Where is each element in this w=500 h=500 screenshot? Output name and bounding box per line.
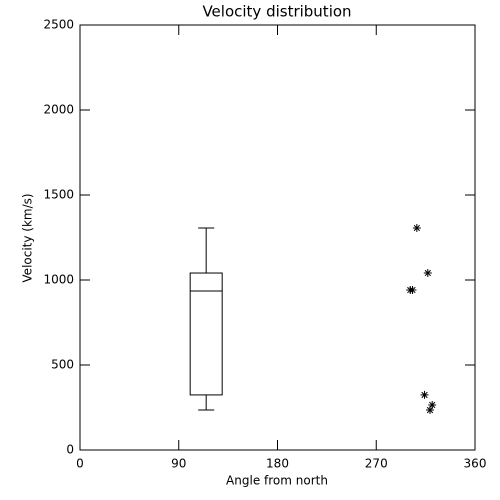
lower-whisker <box>198 394 215 411</box>
x-tick-label: 0 <box>76 457 84 471</box>
x-tick-label: 90 <box>171 457 186 471</box>
x-tick-label: 180 <box>266 457 289 471</box>
scatter-point <box>406 286 415 295</box>
x-tick-label: 270 <box>365 457 388 471</box>
scatter-point <box>412 223 421 232</box>
upper-whisker <box>198 227 215 274</box>
y-tick-label: 2000 <box>43 103 74 117</box>
y-tick-label: 1500 <box>43 188 74 202</box>
y-tick-label: 0 <box>66 443 74 457</box>
scatter-point <box>423 269 432 278</box>
y-axis-label: Velocity (km/s) <box>21 193 35 282</box>
scatter-point <box>428 400 437 409</box>
x-tick-label: 360 <box>464 457 487 471</box>
scatter-point <box>426 406 435 415</box>
y-tick-label: 1000 <box>43 273 74 287</box>
x-axis-label: Angle from north <box>226 474 328 488</box>
chart-title: Velocity distribution <box>202 3 351 21</box>
y-tick-label: 2500 <box>43 18 74 32</box>
plot-frame <box>79 24 476 451</box>
y-tick-label: 500 <box>51 358 74 372</box>
scatter-point <box>420 390 429 399</box>
